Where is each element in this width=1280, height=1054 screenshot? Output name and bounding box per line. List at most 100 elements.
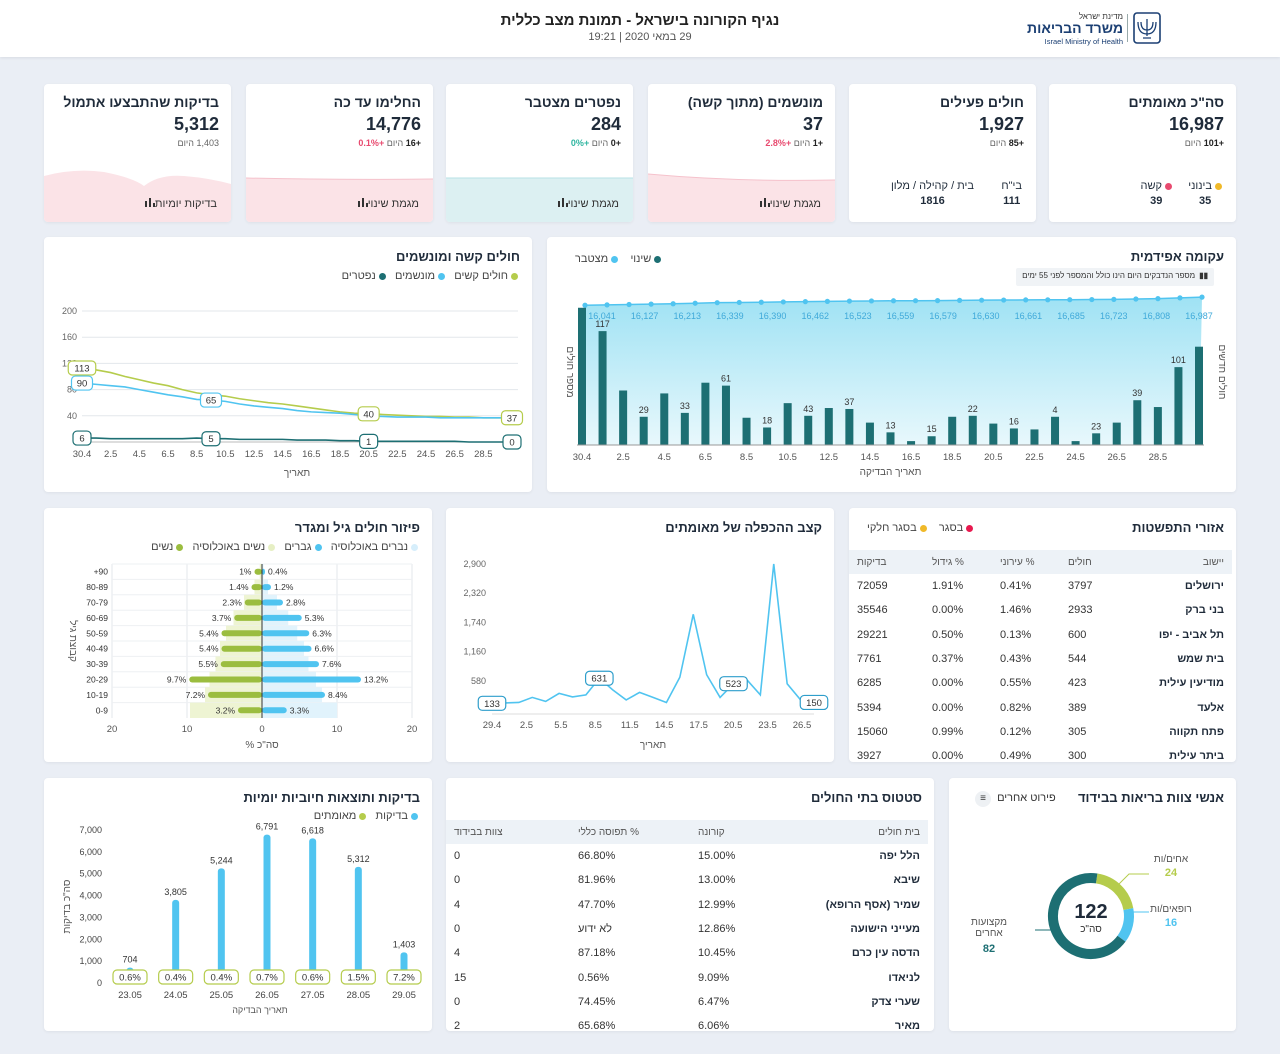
table-row[interactable]: פתח תקווה 305 0.12% 0.99% 15060 [849,720,1232,744]
daily-tests-button[interactable]: בדיקות יומיות [141,197,217,210]
series-data-label-box [500,410,524,426]
card-title: אזורי התפשטות [1132,520,1224,535]
table-row[interactable]: שיבא 13.00% 81.96% 0 [446,868,928,892]
women-bar [251,584,262,591]
x-tick-label: 26.5 [793,720,812,731]
legend-men[interactable]: גברים [284,541,322,553]
cumulative-point [1177,295,1183,301]
kpi-delta: +0 היום +0% [570,138,621,148]
epi-bar [804,415,813,445]
table-cell: ביתר עילית [1169,750,1224,762]
table-cell: 2933 [1068,604,1093,617]
cumulative-label: 16,808 [1143,311,1171,321]
table-row[interactable]: ביתר עילית 300 0.49% 0.00% 3927 [849,744,1232,762]
y-tick-label: 7,000 [79,825,102,835]
table-row[interactable]: תל אביב - יפו 600 0.13% 0.50% 29221 [849,623,1232,647]
positive-pct-label: 0.6% [119,973,141,984]
x-tick-label: 26.5 [445,449,464,460]
men-pop-bar [262,702,337,718]
column-header[interactable]: בית חולים [808,820,928,844]
cumulative-label: 16,390 [759,311,787,321]
table-row[interactable]: בית שמש 544 0.43% 0.37% 7761 [849,647,1232,671]
legend-deceased[interactable]: נפטרים [342,270,386,282]
epi-bar [598,331,607,445]
tests-bar [263,834,271,983]
others-detail-button[interactable]: פירוט אחרים ≡ [975,791,1056,807]
table-row[interactable]: הדסה עין כרם 10.45% 87.18% 4 [446,941,928,965]
segment-label: מקצועות [971,917,1007,928]
epi-bar [1174,367,1183,445]
table-row[interactable]: מאיר 6.06% 65.68% 2 [446,1014,928,1031]
kpi-value: 16,987 [1168,114,1224,134]
legend-women[interactable]: נשים [151,541,184,553]
table-cell: 0.12% [1000,725,1032,738]
segment-value: 16 [1165,917,1177,929]
page-title: נגיף הקורונה בישראל - תמונת מצב כללית [500,12,780,29]
women-bar [220,661,262,668]
x-tick-label: 22.5 [1025,452,1044,463]
table-row[interactable]: שמיר (אסף הרופא) 12.99% 47.70% 4 [446,893,928,917]
table-cell: 6285 [857,677,882,690]
trend-button[interactable]: מגמת שינוי [354,197,419,210]
table-row[interactable]: אלעד 389 0.82% 0.00% 5394 [849,695,1232,719]
x-tick-label: 28.05 [346,990,370,1001]
x-tick-label: 10 [182,724,193,735]
table-row[interactable]: בני ברק 2933 1.46% 0.00% 35546 [849,598,1232,622]
legend-change[interactable]: שינוי [630,253,662,265]
bar-label: 16 [1009,416,1019,426]
column-header[interactable]: % עירוני [992,550,1060,574]
series-data-label-box [201,431,221,447]
legend-severe[interactable]: חולים קשים [454,270,518,282]
column-header[interactable]: צוות בבידוד [446,820,570,844]
positive-pct-label: 0.4% [165,973,187,984]
legend-tests[interactable]: בדיקות [376,810,418,822]
table-cell: 5394 [857,701,882,714]
positive-pct-label: 1.5% [348,973,370,984]
men-bar [262,676,361,683]
table-row[interactable]: מעייני הישועה 12.86% לא ידוע 0 [446,917,928,941]
table-cell: 72059 [857,580,888,593]
epi-bar [701,382,710,445]
column-header[interactable]: בדיקות [849,550,924,574]
column-header[interactable]: % תפוסה כללי [570,820,690,844]
doubling-data-label-box [799,694,829,711]
age-category-label: 30-39 [86,659,108,669]
legend-partial-lockdown[interactable]: בסגר חלקי [867,522,927,534]
x-tick-label: 17.5 [689,720,708,731]
legend-lockdown[interactable]: בסגר [939,522,974,534]
column-header[interactable]: % גידול [924,550,992,574]
women-bar [234,614,262,621]
table-row[interactable]: הלל יפה 15.00% 66.80% 0 [446,844,928,868]
table-row[interactable]: שערי צדק 6.47% 74.45% 0 [446,990,928,1014]
table-row[interactable]: לניאדו 9.09% 0.56% 15 [446,965,928,989]
legend-women-pop[interactable]: נשים באוכלוסיה [192,541,276,553]
y-tick-label: 200 [62,306,77,316]
epi-bar [660,393,669,445]
table-cell: 0.99% [932,725,964,738]
trend-button[interactable]: מגמת שינוי [554,197,619,210]
ministry-logo[interactable]: מדינת ישראל משרד הבריאות Israel Ministry… [1005,12,1165,48]
column-header[interactable]: יישוב [1132,550,1232,574]
age-category-label: 80-89 [86,582,108,592]
table-cell: 0.41% [1000,580,1032,593]
column-header[interactable]: קורונה [690,820,808,844]
series-data-label-box [67,360,97,376]
trend-button[interactable]: מגמת שינוי [756,197,821,210]
men-bar [262,691,325,698]
legend-ventilated[interactable]: מונשמים [395,270,446,282]
cumulative-point [846,298,853,304]
table-row[interactable]: ירושלים 3797 0.41% 1.91% 72059 [849,574,1232,598]
header: נגיף הקורונה בישראל - תמונת מצב כללית 29… [0,0,1280,57]
column-header[interactable]: חולים [1060,550,1132,574]
legend-men-pop[interactable]: נברים באוכלוסיה [331,541,418,553]
y-tick-label: 160 [62,332,77,342]
positive-pct-label-box [249,969,285,985]
table-cell: 66.80% [578,850,616,863]
legend-cumulative[interactable]: מצטבר [575,253,619,265]
donut-segment [1117,908,1134,942]
table-row[interactable]: מודיעין עילית 423 0.55% 0.00% 6285 [849,671,1232,695]
y-tick-label: 80 [67,385,77,395]
legend-confirmed[interactable]: מאומתים [314,810,367,822]
table-cell: 0.49% [1000,750,1032,762]
cumulative-label: 16,041 [588,311,616,321]
